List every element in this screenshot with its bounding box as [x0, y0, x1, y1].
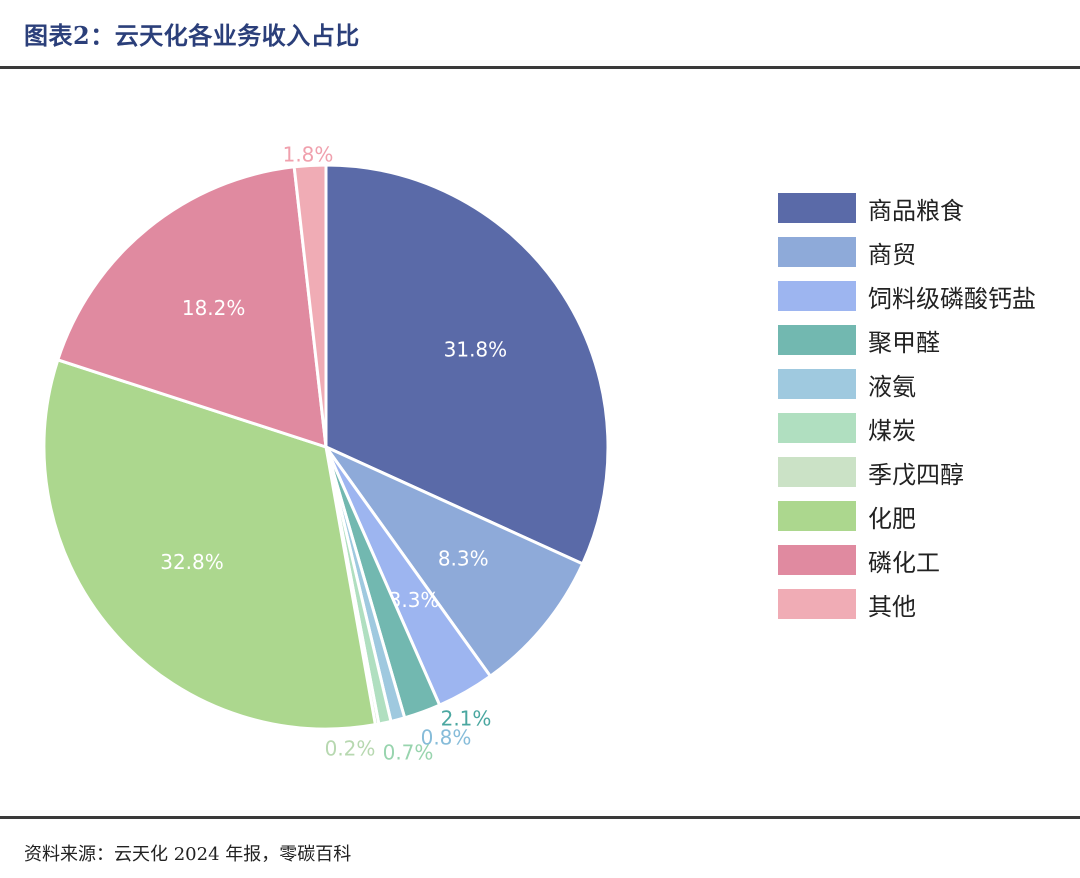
legend-item-7: 季戊四醇: [778, 450, 1036, 494]
pie-slice-1: [324, 163, 610, 566]
source-note: 资料来源：云天化 2024 年报，零碳百科: [24, 844, 352, 865]
legend-swatch: [778, 281, 856, 311]
slice-label-1: 31.8%: [444, 337, 508, 361]
slice-label-8: 32.8%: [160, 550, 224, 574]
pie-slice-9: [55, 165, 328, 450]
slice-label-9: 18.2%: [182, 296, 246, 320]
slice-label-7: 0.2%: [325, 737, 376, 761]
legend-label: 聚甲醛: [868, 328, 940, 357]
legend-swatch: [778, 589, 856, 619]
legend-label: 煤炭: [868, 416, 916, 445]
legend-item-9: 磷化工: [778, 538, 1036, 582]
legend-item-8: 化肥: [778, 494, 1036, 538]
legend: 商品粮食商贸饲料级磷酸钙盐 聚甲醛液氨煤炭季戊四醇化肥磷化工其他: [778, 186, 1036, 626]
legend-label: 季戊四醇: [868, 460, 964, 489]
pie-slice-2: [321, 443, 585, 679]
slice-label-2: 8.3%: [438, 546, 489, 570]
legend-item-5: 液氨: [778, 362, 1036, 406]
legend-item-1: 商品粮食: [778, 186, 1036, 230]
legend-label: 化肥: [868, 504, 916, 533]
bottom-divider: [0, 816, 1080, 819]
legend-item-4: 聚甲醛: [778, 318, 1036, 362]
slice-label-5: 0.8%: [421, 726, 472, 750]
chart-title: 图表2：云天化各业务收入占比: [24, 21, 360, 50]
legend-label: 其他: [868, 592, 916, 621]
pie-slice-10: [292, 163, 328, 448]
legend-label: 液氨: [868, 372, 916, 401]
pie-slice-8: [42, 357, 378, 731]
slice-label-4: 2.1%: [441, 707, 492, 731]
slice-label-6: 0.7%: [383, 741, 434, 765]
legend-item-3: 饲料级磷酸钙盐: [778, 274, 1036, 318]
legend-swatch: [778, 325, 856, 355]
legend-label: 磷化工: [868, 548, 940, 577]
legend-swatch: [778, 413, 856, 443]
slice-label-10: 1.8%: [283, 143, 334, 167]
legend-swatch: [778, 545, 856, 575]
legend-item-2: 商贸: [778, 230, 1036, 274]
legend-label: 商品粮食: [868, 196, 964, 225]
legend-label: 商贸: [868, 240, 916, 269]
legend-item-6: 煤炭: [778, 406, 1036, 450]
legend-label: 饲料级磷酸钙盐: [868, 284, 1036, 313]
legend-item-10: 其他: [778, 582, 1036, 626]
legend-swatch: [778, 501, 856, 531]
legend-swatch: [778, 237, 856, 267]
legend-swatch: [778, 369, 856, 399]
legend-swatch: [778, 457, 856, 487]
legend-swatch: [778, 193, 856, 223]
top-divider: [0, 66, 1080, 69]
